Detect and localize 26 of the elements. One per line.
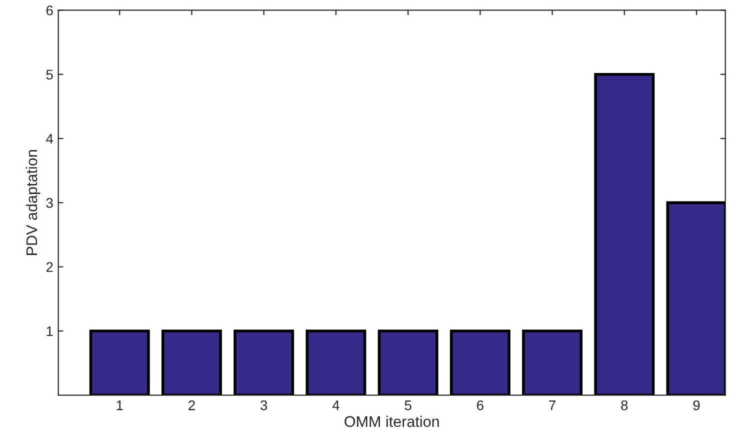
bar (594, 72, 655, 396)
bar (306, 330, 366, 396)
y-tick-label: 4 (46, 134, 54, 144)
x-tick-label: 5 (404, 400, 412, 410)
bar (378, 330, 438, 396)
x-tick-label: 7 (549, 400, 556, 410)
x-tick-label: 1 (116, 400, 123, 410)
y-tick-label: 5 (46, 70, 53, 80)
x-tick-label: 8 (621, 400, 628, 410)
x-axis-title: OMM iteration (344, 416, 439, 427)
x-tick-label: 3 (260, 400, 268, 410)
y-tick-label: 3 (46, 198, 53, 208)
bar (666, 201, 726, 396)
y-tick-label: 1 (46, 326, 53, 336)
bar (522, 330, 583, 396)
y-tick-label: 2 (46, 262, 53, 272)
x-tick-label: 2 (188, 400, 195, 410)
bar (234, 330, 294, 396)
bar (450, 330, 510, 396)
y-axis-title: PDV adaptation (26, 150, 40, 255)
bar (89, 330, 150, 396)
y-tick-label: 6 (46, 6, 53, 16)
bar (161, 330, 222, 396)
x-tick-label: 9 (693, 400, 700, 410)
x-tick-label: 6 (477, 400, 484, 410)
x-tick-label: 4 (332, 400, 340, 410)
